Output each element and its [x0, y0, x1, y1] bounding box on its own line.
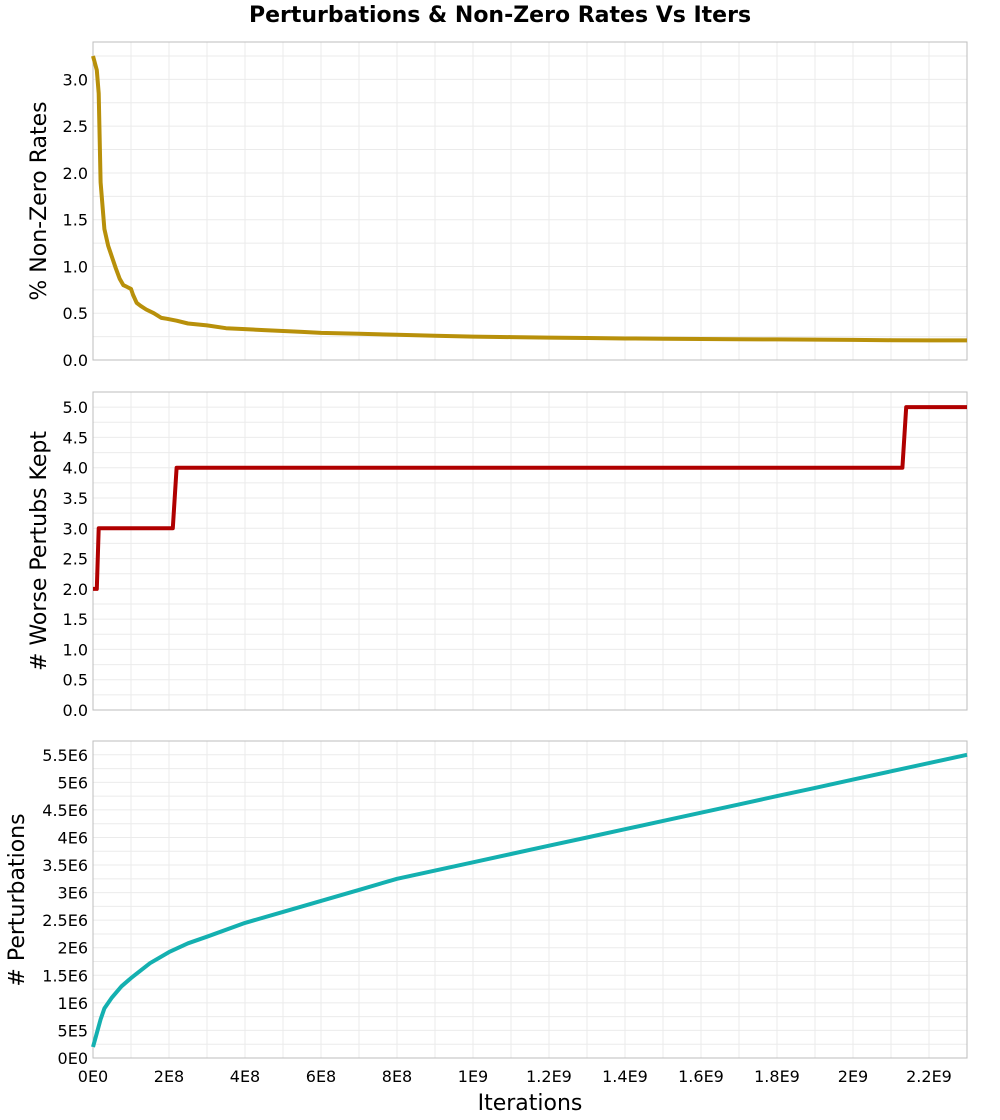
y-axis-label: # Perturbations: [5, 813, 30, 986]
y-tick-label: 3.5E6: [42, 856, 88, 875]
y-tick-label: 0.5: [63, 304, 88, 323]
plot-frame: [92, 391, 968, 711]
x-tick-label: 2E8: [154, 1067, 184, 1086]
plot-frame: [92, 740, 968, 1059]
y-axis-label: # Worse Pertubs Kept: [27, 431, 52, 671]
y-tick-label: 4.5E6: [42, 801, 88, 820]
y-tick-label: 3E6: [58, 884, 88, 903]
y-tick-label: 5.5E6: [42, 746, 88, 765]
x-tick-label: 1.4E9: [602, 1067, 648, 1086]
y-tick-label: 3.0: [63, 70, 88, 89]
y-tick-label: 1.5: [63, 610, 88, 629]
chart-title: Perturbations & Non-Zero Rates Vs Iters: [249, 3, 751, 28]
y-tick-label: 4.0: [63, 459, 88, 478]
y-tick-label: 3.5: [63, 489, 88, 508]
y-tick-label: 2.5: [63, 117, 88, 136]
y-tick-label: 2E6: [58, 939, 88, 958]
x-tick-label: 1.8E9: [754, 1067, 800, 1086]
x-tick-label: 1.6E9: [678, 1067, 724, 1086]
series-line: [91, 55, 967, 343]
y-tick-label: 5.0: [63, 398, 88, 417]
x-tick-label: 2.2E9: [906, 1067, 952, 1086]
series-line: [91, 752, 968, 1048]
x-tick-label: 4E8: [230, 1067, 260, 1086]
y-tick-label: 1.0: [63, 257, 88, 276]
y-axis-label: % Non-Zero Rates: [27, 101, 52, 300]
y-tick-label: 3.0: [63, 519, 88, 538]
y-tick-label: 0E0: [58, 1049, 88, 1068]
x-tick-label: 0E0: [78, 1067, 108, 1086]
x-tick-label: 1E9: [458, 1067, 488, 1086]
x-tick-label: 2E9: [838, 1067, 868, 1086]
y-tick-label: 0.0: [63, 351, 88, 370]
x-tick-label: 8E8: [382, 1067, 412, 1086]
y-tick-label: 1.0: [63, 640, 88, 659]
y-tick-label: 4E6: [58, 828, 88, 847]
y-tick-label: 0.0: [63, 701, 88, 720]
y-tick-label: 2.5E6: [42, 911, 88, 930]
chart-panel-2: 0.0 0.5 1.0 1.5 2.0 2.5 3.0 3.5 4.0 4.5 5.0 # Worse…: [27, 391, 968, 720]
chart-panels: 0.00.51.01.52.02.53.0% Non-Zero Rates0.0…: [5, 41, 968, 1086]
chart-panel-3: 0E0 5E5 1E6 1.5E6 2E6 2.5E6 3E6 3.5E6 4E6 4.5E6 5E…: [5, 740, 968, 1086]
x-tick-label: 1.2E9: [526, 1067, 572, 1086]
x-axis-label: Iterations: [478, 1091, 583, 1116]
y-tick-label: 4.5: [63, 428, 88, 447]
y-tick-label: 1E6: [58, 994, 88, 1013]
series-line: [93, 405, 967, 591]
y-tick-label: 2.5: [63, 550, 88, 569]
plot-frame: [92, 41, 968, 361]
y-tick-label: 5E6: [58, 773, 88, 792]
x-tick-label: 6E8: [306, 1067, 336, 1086]
y-tick-label: 1.5: [63, 211, 88, 230]
y-tick-label: 0.5: [63, 671, 88, 690]
y-tick-label: 5E5: [58, 1021, 88, 1040]
y-tick-label: 1.5E6: [42, 966, 88, 985]
y-tick-label: 2.0: [63, 580, 88, 599]
chart-panel-1: 0.0 0.5 1.0 1.5 2.0 2.5 3.0 % Non-Zero Rates: [27, 41, 968, 370]
y-tick-label: 2.0: [63, 164, 88, 183]
